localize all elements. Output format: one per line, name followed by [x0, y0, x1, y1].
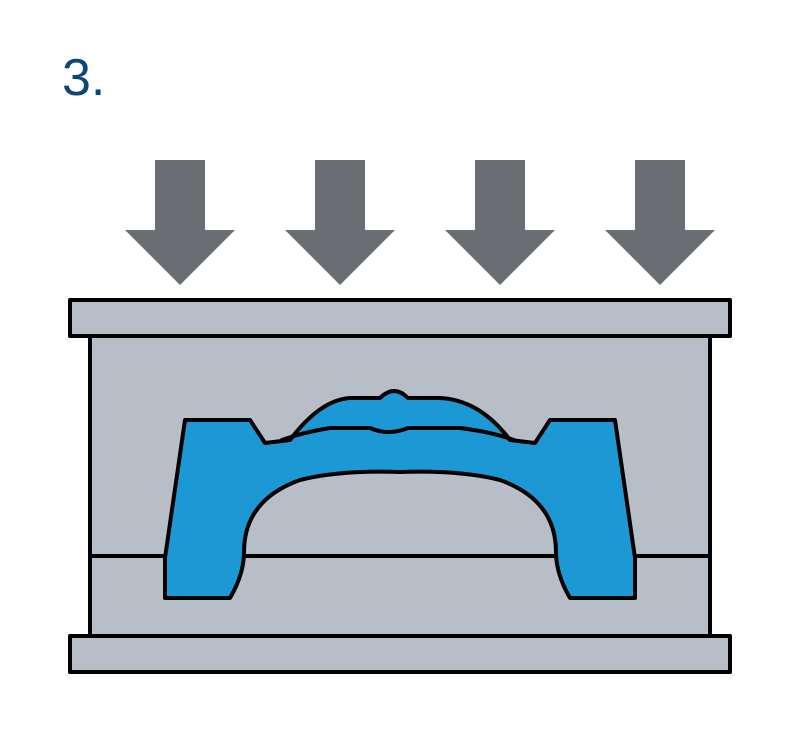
pressure-arrow-icon	[605, 160, 715, 285]
step-number-label: 3.	[62, 48, 105, 108]
pressure-arrow-icon	[445, 160, 555, 285]
pressure-arrow-icon	[285, 160, 395, 285]
bottom-plate	[70, 636, 730, 672]
top-plate	[70, 300, 730, 336]
figure-container: 3.	[0, 0, 800, 750]
pressure-arrow-icon	[125, 160, 235, 285]
press-mold-diagram	[60, 160, 740, 720]
